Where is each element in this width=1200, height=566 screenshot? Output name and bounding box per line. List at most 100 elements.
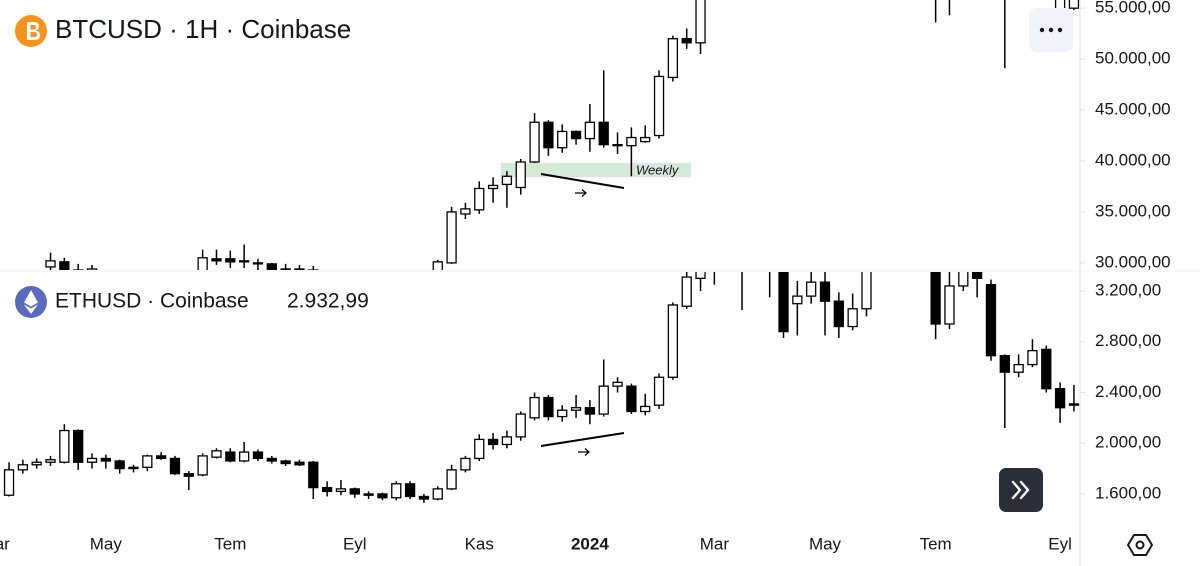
candle-body [930, 272, 941, 325]
y-tick-label: 3.200,00 [1095, 281, 1161, 300]
candle-body [653, 376, 665, 406]
y-tick-label: 35.000,00 [1095, 201, 1171, 220]
candle-body [819, 281, 831, 302]
settings-button[interactable] [1127, 534, 1153, 556]
candle-body [570, 130, 582, 140]
candle-body [1068, 0, 1080, 9]
candle-body [778, 272, 789, 333]
candle-body [280, 460, 291, 465]
x-tick-label: Eyl [1048, 534, 1072, 553]
candle-body [363, 493, 374, 496]
candle-body [487, 184, 499, 190]
candle-body [225, 258, 236, 263]
candle-body [695, 0, 706, 44]
candle-body [681, 38, 692, 44]
candle-body [238, 260, 250, 263]
eth-icon-glyph [24, 290, 38, 314]
candle-body [557, 409, 568, 418]
candle-body [335, 488, 347, 493]
y-tick-label: 2.800,00 [1095, 331, 1161, 350]
candle-body [529, 396, 540, 419]
candle-body [211, 450, 222, 458]
candle-body [266, 457, 277, 462]
candle-body [446, 469, 457, 490]
candle-body [418, 495, 430, 500]
candle-body [667, 38, 679, 79]
candle-body [1068, 403, 1080, 406]
candle-body [985, 284, 997, 357]
candle-body [584, 407, 596, 415]
y-tick-label: 50.000,00 [1095, 49, 1171, 68]
candle-body [197, 257, 208, 270]
candle-body [598, 121, 609, 146]
candle-body [557, 130, 568, 149]
trend-line [540, 432, 625, 447]
chevrons-icon [1011, 480, 1030, 500]
candle-body [861, 272, 872, 310]
candle-body [695, 272, 706, 279]
x-tick-label: Tem [214, 534, 246, 553]
candle-body [446, 211, 457, 264]
candle-body [100, 457, 111, 462]
candle-body [128, 466, 139, 470]
candle-body [238, 451, 250, 462]
candle-body [612, 144, 623, 147]
candle-body [584, 121, 596, 140]
axes: 30.000,00 35.000,00 40.000,00 45.000,00 50.0… [0, 0, 1171, 553]
candle-body [640, 405, 651, 413]
btc-pane: Weekly [45, 0, 1080, 270]
x-tick-label: Mar [700, 534, 730, 553]
candle-body [31, 461, 42, 466]
candle-body [640, 136, 651, 143]
more-button[interactable] [1029, 8, 1073, 52]
candle-body [487, 438, 499, 446]
last-price: 2.932,99 [287, 290, 369, 313]
y-tick-label: 55.000,00 [1095, 0, 1171, 17]
scroll-to-latest-button[interactable] [999, 468, 1043, 512]
candle-body [349, 488, 360, 495]
candle-body [570, 407, 582, 411]
candle-body [1027, 349, 1038, 366]
candle-body [460, 208, 471, 215]
hexagon-icon [1127, 534, 1153, 556]
candle-body [999, 355, 1010, 373]
candle-body [653, 75, 665, 137]
candle-body [515, 161, 526, 189]
x-tick-label: May [809, 534, 842, 553]
candle-body [294, 461, 305, 466]
candle-body [681, 276, 692, 307]
x-tick-label: Eyl [343, 534, 367, 553]
candle-body [432, 261, 443, 270]
x-tick-label: Mar [0, 534, 10, 553]
candle-body [17, 464, 29, 471]
candle-body [391, 483, 402, 499]
candle-body [833, 300, 844, 328]
candle-body [598, 385, 609, 415]
hexagon-center [1135, 540, 1145, 550]
arrow-icon [578, 448, 590, 456]
candle-body [73, 429, 84, 463]
candle-body [847, 308, 858, 328]
candle-body [252, 262, 264, 265]
eth-pane [3, 272, 1080, 503]
dot [1039, 27, 1045, 33]
candle-body [308, 461, 319, 489]
candle-body [626, 136, 637, 147]
candle-body [252, 451, 264, 460]
y-tick-label: 40.000,00 [1095, 150, 1171, 169]
candle-body [280, 268, 291, 270]
candle-body [156, 455, 167, 460]
candle-body [501, 436, 513, 446]
candle-body [543, 396, 554, 418]
zone-label: Weekly [636, 163, 680, 178]
candle-body [169, 457, 181, 475]
candle-body [474, 438, 485, 460]
chart-title: BTCUSD · 1H · Coinbase [55, 14, 351, 44]
dot [1048, 27, 1054, 33]
candle-body [971, 272, 983, 279]
candle-body [404, 483, 416, 498]
chart-title: ETHUSD · Coinbase [55, 290, 249, 313]
candle-body [59, 429, 70, 463]
x-tick-label: May [90, 534, 123, 553]
